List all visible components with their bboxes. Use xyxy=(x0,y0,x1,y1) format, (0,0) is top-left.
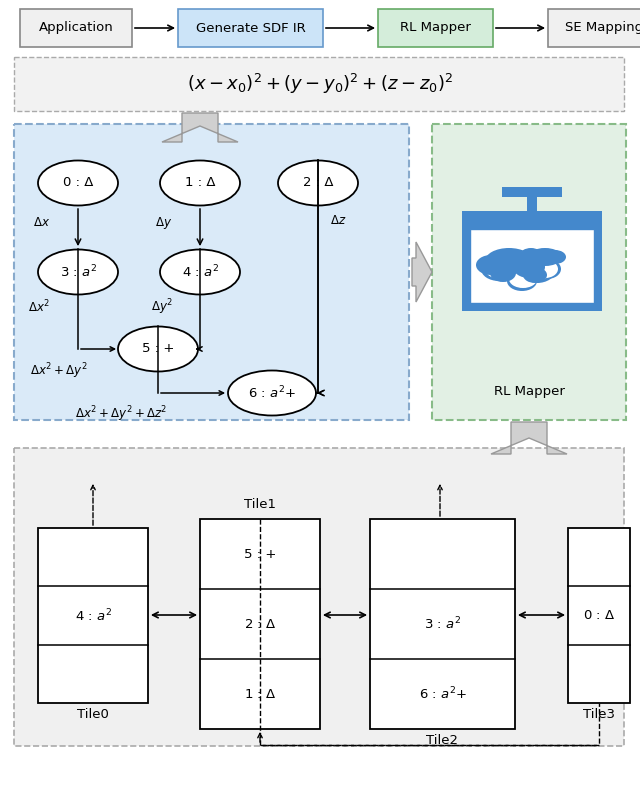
Text: 2 : $\Delta$: 2 : $\Delta$ xyxy=(244,618,276,630)
Text: $(x - x_0)^2 + (y - y_0)^2 + (z - z_0)^2$: $(x - x_0)^2 + (y - y_0)^2 + (z - z_0)^2… xyxy=(187,72,453,96)
Ellipse shape xyxy=(490,264,516,282)
Bar xyxy=(568,528,630,703)
Ellipse shape xyxy=(519,259,555,283)
Text: RL Mapper: RL Mapper xyxy=(400,22,471,34)
Text: 3 : $a^2$: 3 : $a^2$ xyxy=(60,264,97,280)
Bar xyxy=(14,448,624,746)
Ellipse shape xyxy=(513,256,545,278)
Ellipse shape xyxy=(488,252,546,282)
Text: $\Delta x^2 + \Delta y^2 + \Delta z^2$: $\Delta x^2 + \Delta y^2 + \Delta z^2$ xyxy=(75,405,167,424)
Ellipse shape xyxy=(160,249,240,295)
Text: $\Delta x^2$: $\Delta x^2$ xyxy=(28,299,50,316)
Text: RL Mapper: RL Mapper xyxy=(493,384,564,397)
Ellipse shape xyxy=(519,272,545,289)
Ellipse shape xyxy=(38,249,118,295)
Text: Generate SDF IR: Generate SDF IR xyxy=(196,22,305,34)
Ellipse shape xyxy=(520,248,542,262)
Ellipse shape xyxy=(507,271,537,291)
Text: 6 : $a^2$+: 6 : $a^2$+ xyxy=(419,686,467,702)
Text: 3 : $a^2$: 3 : $a^2$ xyxy=(424,616,461,632)
Polygon shape xyxy=(491,422,567,454)
Bar xyxy=(462,211,602,311)
Text: 4 : $a^2$: 4 : $a^2$ xyxy=(74,607,111,624)
Polygon shape xyxy=(162,113,238,142)
Ellipse shape xyxy=(485,259,517,279)
Bar xyxy=(200,519,320,729)
Text: 0 : $\Delta$: 0 : $\Delta$ xyxy=(583,609,615,622)
Bar xyxy=(370,519,515,729)
Text: 6 : $a^2$+: 6 : $a^2$+ xyxy=(248,384,296,401)
Text: Tile3: Tile3 xyxy=(583,709,615,722)
Text: $\Delta x^2 + \Delta y^2$: $\Delta x^2 + \Delta y^2$ xyxy=(30,361,88,380)
Bar xyxy=(378,9,493,47)
Polygon shape xyxy=(412,242,432,302)
Text: Tile2: Tile2 xyxy=(426,735,458,747)
Ellipse shape xyxy=(523,267,547,283)
Text: 5 : +: 5 : + xyxy=(244,548,276,561)
Bar xyxy=(432,124,626,420)
Text: 0 : Δ: 0 : Δ xyxy=(63,176,93,190)
Text: 2 : Δ: 2 : Δ xyxy=(303,176,333,190)
Ellipse shape xyxy=(476,255,506,275)
Ellipse shape xyxy=(509,270,537,288)
Bar xyxy=(20,9,132,47)
Text: 1 : Δ: 1 : Δ xyxy=(185,176,215,190)
Text: Tile1: Tile1 xyxy=(244,498,276,512)
Ellipse shape xyxy=(498,266,536,288)
Ellipse shape xyxy=(544,250,566,264)
Text: $\Delta y^2$: $\Delta y^2$ xyxy=(151,297,173,317)
Bar xyxy=(527,197,537,211)
Ellipse shape xyxy=(160,160,240,206)
Bar xyxy=(14,57,624,111)
Ellipse shape xyxy=(519,261,551,281)
Ellipse shape xyxy=(491,254,543,280)
Ellipse shape xyxy=(228,371,316,416)
Bar xyxy=(178,9,323,47)
Ellipse shape xyxy=(528,248,562,266)
Text: 4 : $a^2$: 4 : $a^2$ xyxy=(182,264,218,280)
Ellipse shape xyxy=(533,259,561,279)
Text: $\Delta x$: $\Delta x$ xyxy=(33,216,50,230)
Text: 5 : +: 5 : + xyxy=(142,343,174,356)
Ellipse shape xyxy=(278,160,358,206)
Ellipse shape xyxy=(485,248,533,274)
Ellipse shape xyxy=(491,262,519,280)
Bar xyxy=(38,528,148,703)
Ellipse shape xyxy=(521,265,553,285)
Bar xyxy=(502,187,562,197)
Ellipse shape xyxy=(118,327,198,372)
Bar xyxy=(548,9,640,47)
Text: Tile0: Tile0 xyxy=(77,709,109,722)
Ellipse shape xyxy=(532,260,558,278)
Text: 1 : $\Delta$: 1 : $\Delta$ xyxy=(244,687,276,701)
Text: $\Delta z$: $\Delta z$ xyxy=(330,215,346,227)
Text: Application: Application xyxy=(38,22,113,34)
Bar xyxy=(470,229,594,303)
Bar xyxy=(14,124,409,420)
Ellipse shape xyxy=(481,257,517,281)
Ellipse shape xyxy=(490,253,545,281)
Text: SE Mapping: SE Mapping xyxy=(565,22,640,34)
Ellipse shape xyxy=(38,160,118,206)
Text: $\Delta y$: $\Delta y$ xyxy=(155,215,172,231)
